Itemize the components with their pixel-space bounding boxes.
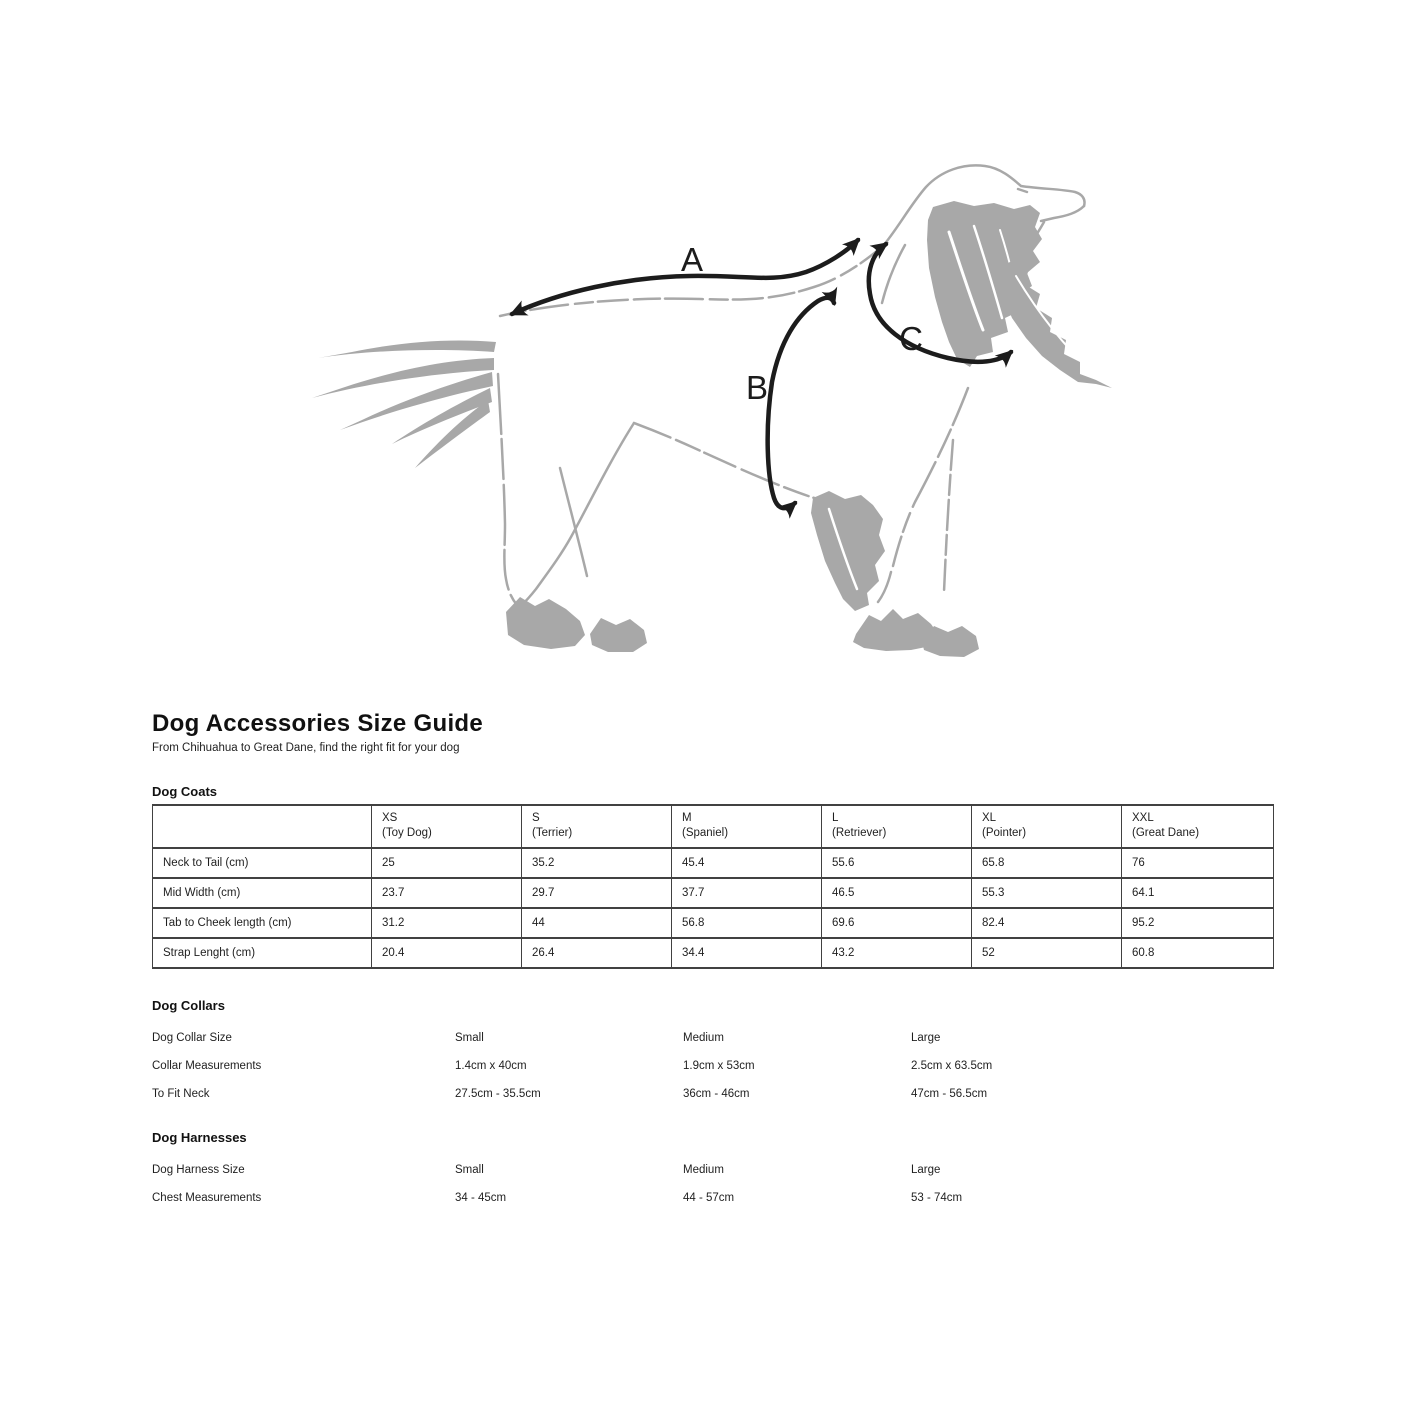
cell: 56.8 — [671, 906, 822, 939]
col-header-xs: XS (Toy Dog) — [371, 803, 522, 849]
cell: 26.4 — [521, 936, 672, 969]
cell: 35.2 — [521, 846, 672, 879]
row-label: Collar Measurements — [152, 1059, 262, 1072]
cell: 46.5 — [821, 876, 972, 909]
list-item: Chest Measurements 34 - 45cm 44 - 57cm 5… — [152, 1192, 1273, 1205]
value-large: 2.5cm x 63.5cm — [911, 1059, 993, 1072]
rear-paw — [506, 597, 585, 649]
value-small: 1.4cm x 40cm — [455, 1059, 527, 1072]
value-medium: 1.9cm x 53cm — [683, 1059, 755, 1072]
chest-fluff — [811, 491, 885, 611]
cell: 95.2 — [1121, 906, 1274, 939]
list-item: Collar Measurements 1.4cm x 40cm 1.9cm x… — [152, 1060, 1273, 1073]
cell: 31.2 — [371, 906, 522, 939]
col-header-m: M (Spaniel) — [671, 803, 822, 849]
value-medium: 36cm - 46cm — [683, 1087, 750, 1100]
value-small: Small — [455, 1163, 484, 1176]
row-label: Chest Measurements — [152, 1191, 262, 1204]
size-guide-content: Dog Accessories Size Guide From Chihuahu… — [152, 710, 1274, 1205]
value-large: 53 - 74cm — [911, 1191, 963, 1204]
value-large: 47cm - 56.5cm — [911, 1087, 988, 1100]
cell: 43.2 — [821, 936, 972, 969]
label-a: A — [681, 241, 703, 278]
row-label: Neck to Tail (cm) — [152, 846, 372, 879]
label-b: B — [746, 369, 768, 406]
dog-sketch-svg: A B C — [312, 164, 1112, 657]
cell: 29.7 — [521, 876, 672, 909]
neck-feathering — [1000, 260, 1112, 388]
table-row: Mid Width (cm) 23.7 29.7 37.7 46.5 55.3 … — [152, 876, 1274, 909]
row-label: Mid Width (cm) — [152, 876, 372, 909]
value-small: Small — [455, 1031, 484, 1044]
dog-silhouette — [312, 164, 1112, 657]
dog-collars-heading: Dog Collars — [152, 997, 225, 1013]
cell: 23.7 — [371, 876, 522, 909]
dog-collars-list: Dog Collar Size Small Medium Large Colla… — [152, 1032, 1273, 1101]
front-paw — [853, 609, 938, 651]
row-label: Tab to Cheek length (cm) — [152, 906, 372, 939]
tail — [312, 340, 496, 468]
arrow-c-neck-loop — [866, 241, 1014, 368]
row-label: Strap Lenght (cm) — [152, 936, 372, 969]
cell: 45.4 — [671, 846, 822, 879]
col-header-xl: XL (Pointer) — [971, 803, 1122, 849]
dog-coats-table: XS (Toy Dog) S (Terrier) M (Spaniel) L (Retr… — [152, 803, 1274, 969]
cell: 37.7 — [671, 876, 822, 909]
measurement-arrows: A B C — [509, 237, 1014, 519]
value-medium: Medium — [683, 1163, 724, 1176]
dog-harnesses-heading: Dog Harnesses — [152, 1129, 247, 1145]
dog-harnesses-list: Dog Harness Size Small Medium Large Ches… — [152, 1164, 1273, 1205]
table-row: Strap Lenght (cm) 20.4 26.4 34.4 43.2 52… — [152, 936, 1274, 969]
list-item: Dog Harness Size Small Medium Large — [152, 1164, 1273, 1177]
arrow-a-back-length — [509, 237, 861, 317]
cell: 64.1 — [1121, 876, 1274, 909]
cell: 60.8 — [1121, 936, 1274, 969]
cell: 76 — [1121, 846, 1274, 879]
page-subtitle: From Chihuahua to Great Dane, find the r… — [152, 742, 460, 754]
arrow-b-girth — [765, 286, 838, 519]
label-c: C — [899, 320, 923, 357]
cell: 34.4 — [671, 936, 822, 969]
value-medium: 44 - 57cm — [683, 1191, 735, 1204]
table-row: Neck to Tail (cm) 25 35.2 45.4 55.6 65.8… — [152, 846, 1274, 879]
col-header-xxl: XXL (Great Dane) — [1121, 803, 1274, 849]
col-header-s: S (Terrier) — [521, 803, 672, 849]
col-header-l: L (Retriever) — [821, 803, 972, 849]
cell: 44 — [521, 906, 672, 939]
row-label: To Fit Neck — [152, 1087, 210, 1100]
page-title: Dog Accessories Size Guide — [152, 710, 484, 737]
cell: 55.6 — [821, 846, 972, 879]
cell: 69.6 — [821, 906, 972, 939]
ear — [927, 201, 1042, 367]
dog-coats-heading: Dog Coats — [152, 783, 217, 799]
cell: 82.4 — [971, 906, 1122, 939]
row-label: Dog Harness Size — [152, 1163, 245, 1176]
value-small: 27.5cm - 35.5cm — [455, 1087, 541, 1100]
table-row: Tab to Cheek length (cm) 31.2 44 56.8 69… — [152, 906, 1274, 939]
corner-cell — [152, 803, 372, 849]
value-medium: Medium — [683, 1031, 724, 1044]
rear-paw-far — [590, 618, 647, 652]
cell: 55.3 — [971, 876, 1122, 909]
dog-measurement-diagram: A B C — [300, 140, 1120, 700]
list-item: Dog Collar Size Small Medium Large — [152, 1032, 1273, 1045]
cell: 52 — [971, 936, 1122, 969]
value-small: 34 - 45cm — [455, 1191, 507, 1204]
value-large: Large — [911, 1031, 941, 1044]
cell: 20.4 — [371, 936, 522, 969]
table-header-row: XS (Toy Dog) S (Terrier) M (Spaniel) L (Retr… — [152, 803, 1274, 849]
list-item: To Fit Neck 27.5cm - 35.5cm 36cm - 46cm … — [152, 1088, 1273, 1101]
front-paw-far — [922, 626, 979, 657]
value-large: Large — [911, 1163, 941, 1176]
cell: 65.8 — [971, 846, 1122, 879]
cell: 25 — [371, 846, 522, 879]
row-label: Dog Collar Size — [152, 1031, 232, 1044]
